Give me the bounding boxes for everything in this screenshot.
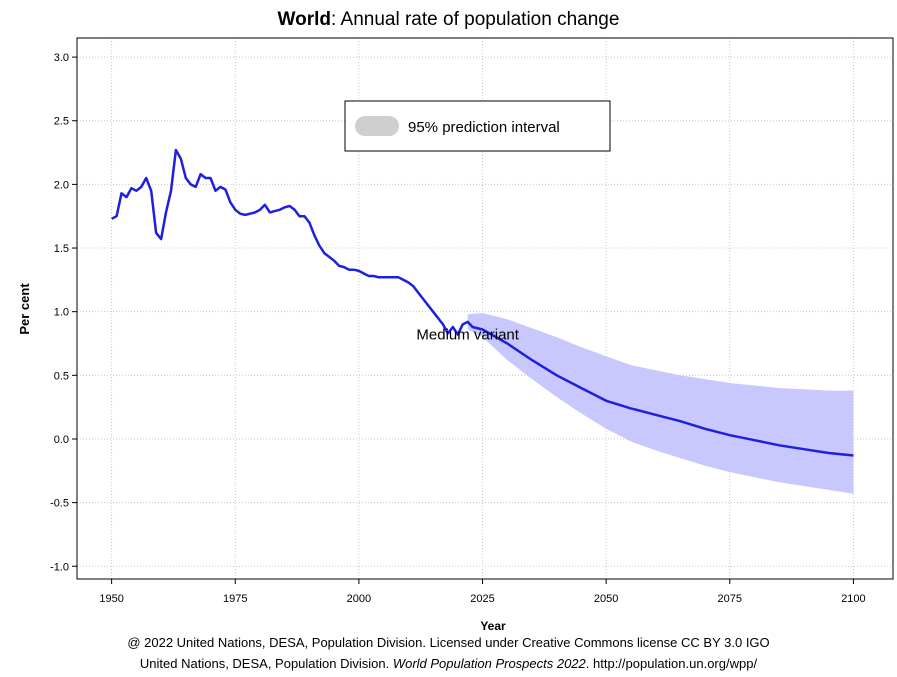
y-tick-label: 1.0	[54, 307, 69, 319]
y-axis-label: Per cent	[17, 283, 32, 335]
source-line-publication: World Population Prospects 2022	[392, 656, 586, 671]
copyright-line: @ 2022 United Nations, DESA, Population …	[127, 635, 770, 650]
x-tick-label: 2100	[841, 593, 865, 605]
y-tick-label: 0.5	[54, 370, 69, 382]
x-tick-label: 1950	[99, 593, 123, 605]
chart-title-separator: :	[331, 9, 337, 30]
legend-swatch	[355, 116, 399, 136]
prediction-band-layer	[467, 313, 854, 494]
chart-title-region: World	[277, 9, 332, 30]
medium-variant-line	[111, 148, 854, 457]
plot-area-frame	[76, 37, 894, 580]
medium-variant-annotation: Medium variant	[416, 327, 519, 344]
source-line: United Nations, DESA, Population Divisio…	[0, 656, 897, 671]
series-line-layer	[111, 148, 854, 457]
x-tick-label: 2025	[470, 593, 494, 605]
chart-title: World: Annual rate of population change	[0, 9, 897, 31]
source-line-suffix: . http://population.un.org/wpp/	[585, 656, 758, 671]
y-tick-label: 1.5	[54, 243, 69, 255]
axis-ticks: -1.0 -0.5 0.0 0.5 1.0 1.5 2.0 2.5 3.0 1950 1975 200…	[50, 52, 866, 605]
y-tick-label: 3.0	[54, 52, 69, 64]
y-tick-label: 2.5	[54, 116, 69, 128]
legend: 95% prediction interval	[344, 100, 611, 152]
x-tick-label: 2050	[594, 593, 618, 605]
legend-label: 95% prediction interval	[408, 119, 560, 136]
y-tick-label: -0.5	[50, 498, 69, 510]
source-line-prefix: United Nations, DESA, Population Divisio…	[139, 656, 393, 671]
chart-title-text: Annual rate of population change	[336, 9, 620, 30]
y-tick-label: 2.0	[54, 179, 69, 191]
y-tick-label: -1.0	[50, 561, 69, 573]
x-tick-label: 1975	[223, 593, 247, 605]
prediction-interval-band	[467, 313, 854, 494]
y-tick-label: 0.0	[54, 434, 69, 446]
x-tick-label: 2075	[718, 593, 742, 605]
x-tick-label: 2000	[347, 593, 371, 605]
x-axis-label: Year	[480, 619, 506, 633]
